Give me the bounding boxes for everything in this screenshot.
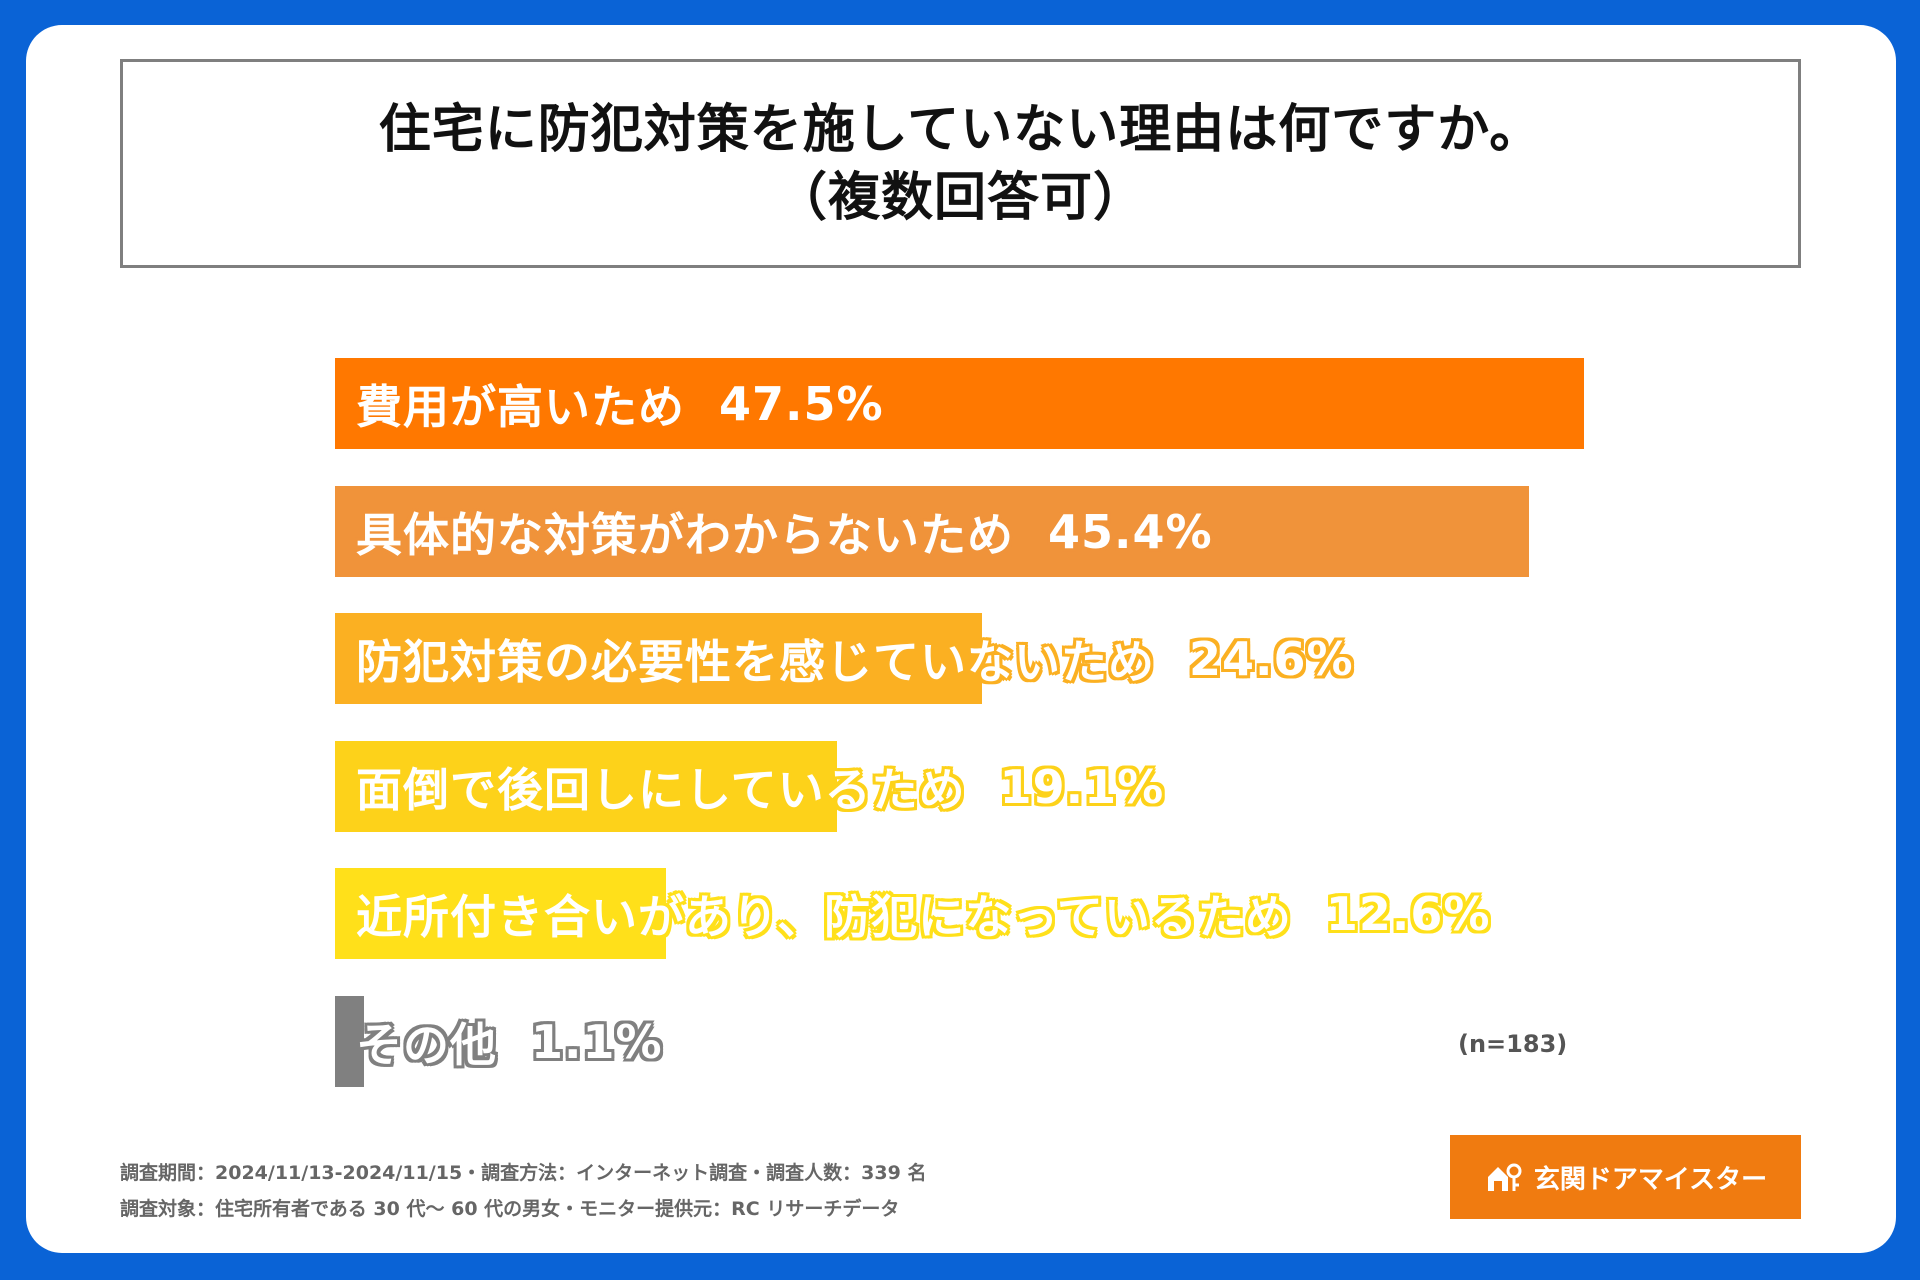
- title-box: 住宅に防犯対策を施していない理由は何ですか。 （複数回答可）: [120, 59, 1801, 268]
- category-label: 近所付き合いがあり、防犯になっているため: [356, 889, 1292, 944]
- value-label: 47.5%: [719, 376, 884, 431]
- bar-label: 面倒で後回しにしているため 19.1%: [356, 741, 1164, 832]
- category-label: 面倒で後回しにしているため: [356, 762, 966, 817]
- value-label: 12.6%: [1325, 886, 1491, 941]
- bar: [335, 741, 837, 832]
- category-label: 具体的な対策がわからないため: [356, 507, 1014, 562]
- sample-size: (n=183): [1458, 1030, 1568, 1058]
- brand-logo: 玄関ドアマイスター: [1450, 1135, 1801, 1219]
- category-label: その他: [356, 1017, 497, 1072]
- brand-name: 玄関ドアマイスター: [1533, 1164, 1768, 1195]
- survey-target-text: 調査対象：住宅所有者である 30 代～ 60 代の男女・モニター提供元：RC リ…: [120, 1198, 900, 1220]
- value-label: 45.4%: [1048, 504, 1213, 559]
- house-key-icon: [1487, 1163, 1522, 1191]
- value-label: 1.1%: [531, 1014, 663, 1069]
- bar: [335, 868, 666, 959]
- bar: [335, 486, 1529, 577]
- bar-label: 近所付き合いがあり、防犯になっているため 12.6%: [356, 868, 1490, 959]
- card: 住宅に防犯対策を施していない理由は何ですか。 （複数回答可） 費用が高いため 47…: [26, 25, 1896, 1253]
- category-label: 防犯対策の必要性を感じていないため: [356, 634, 1155, 689]
- value-label: 19.1%: [999, 759, 1165, 814]
- bar: [335, 613, 982, 704]
- bar-label: 具体的な対策がわからないため 45.4%: [356, 486, 1213, 577]
- chart-subtitle: （複数回答可）: [774, 167, 1146, 228]
- value-label: 24.6%: [1189, 631, 1354, 686]
- bar-label: 費用が高いため 47.5%: [356, 358, 884, 449]
- bar-chart: 費用が高いため 47.5% 具体的な対策がわからないため 45.4% 防犯対策の必要性を…: [26, 25, 1896, 1253]
- category-label: 費用が高いため: [356, 379, 685, 434]
- bar: [335, 358, 1584, 449]
- survey-footer: 調査期間：2024/11/13-2024/11/15・調査方法：インターネット調…: [120, 1155, 926, 1227]
- bar-label: その他 1.1%: [356, 996, 663, 1087]
- bar-label: 防犯対策の必要性を感じていないため 24.6%: [356, 613, 1354, 704]
- bar: [335, 996, 364, 1087]
- survey-period-text: 調査期間：2024/11/13-2024/11/15・調査方法：インターネット調…: [120, 1162, 927, 1184]
- chart-title: 住宅に防犯対策を施していない理由は何ですか。: [378, 99, 1543, 160]
